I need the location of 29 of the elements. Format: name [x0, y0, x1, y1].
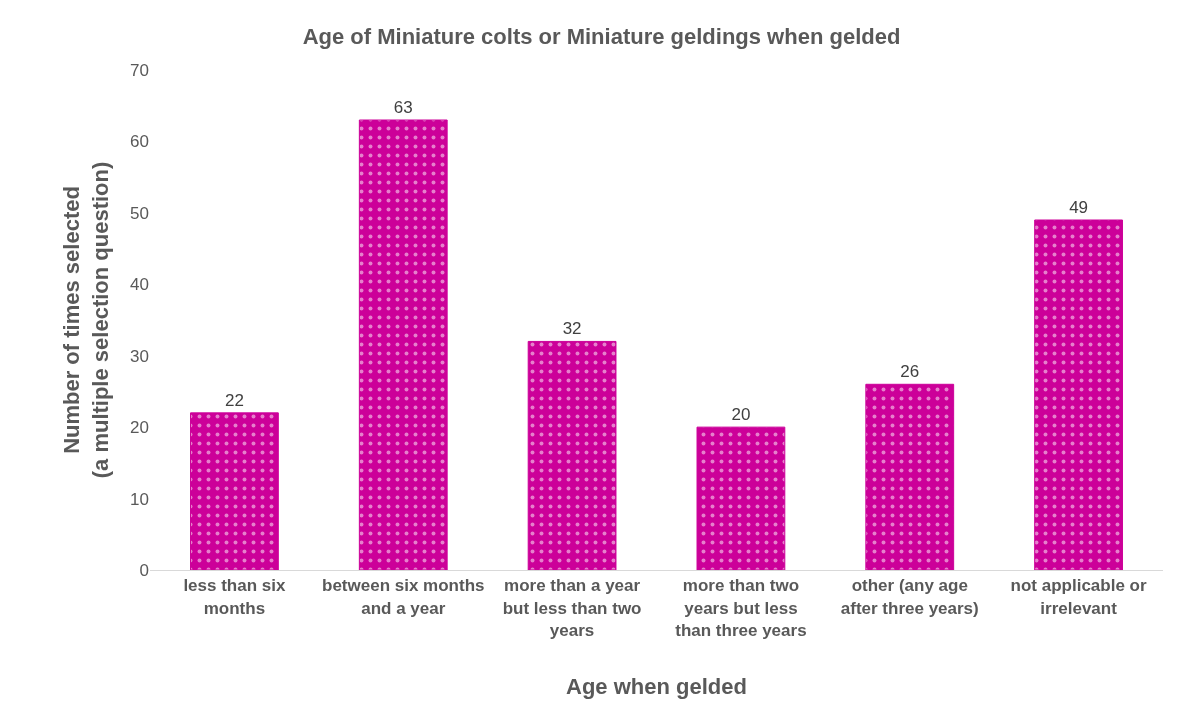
bar: [190, 412, 279, 570]
data-label: 49: [1069, 198, 1089, 217]
x-tick-label: not applicable or irrelevant: [1010, 576, 1147, 618]
bar: [358, 119, 448, 570]
x-tick-label: more than two years but less than three years: [675, 576, 807, 640]
y-tick-label: 60: [130, 132, 149, 152]
bar: [527, 340, 617, 570]
x-axis-title: Age when gelded: [566, 674, 747, 700]
y-tick-label: 0: [139, 560, 149, 580]
y-axis-title: Number of times selected (a multiple selection question): [59, 161, 113, 479]
data-label: 20: [731, 405, 751, 425]
y-tick-label: 10: [130, 489, 149, 509]
x-tick-label: more than a year but less than two years: [502, 576, 642, 640]
data-label: 63: [393, 98, 413, 117]
bar: [696, 426, 786, 570]
bar: [1034, 219, 1123, 570]
y-tick-label: 50: [130, 203, 149, 223]
data-label: 32: [562, 319, 582, 339]
y-tick-label: 20: [130, 418, 149, 438]
chart-title: Age of Miniature colts or Miniature geldings when gelded: [302, 23, 901, 49]
x-tick-label: less than six months: [183, 576, 286, 618]
bar: [865, 383, 955, 570]
data-label: 26: [900, 362, 920, 382]
y-tick-label: 30: [130, 346, 149, 366]
x-tick-label: between six months and a year: [322, 576, 485, 618]
y-tick-label: 70: [130, 60, 149, 80]
y-tick-label: 40: [130, 275, 149, 295]
data-label: 22: [224, 390, 244, 410]
x-tick-label: other (any age after three years): [840, 576, 979, 618]
